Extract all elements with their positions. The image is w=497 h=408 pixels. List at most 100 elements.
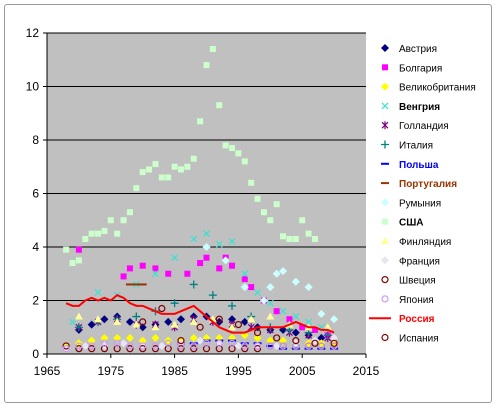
legend: Австрия Болгария Великобритания Венгрия Голл… bbox=[369, 44, 476, 345]
data-point bbox=[139, 318, 147, 326]
data-point bbox=[107, 217, 114, 224]
data-point bbox=[311, 235, 318, 242]
data-point bbox=[176, 315, 185, 324]
data-point bbox=[279, 267, 288, 276]
data-point bbox=[75, 342, 83, 350]
data-point bbox=[138, 336, 147, 345]
data-point bbox=[126, 209, 133, 216]
y-tick-label: 0 bbox=[32, 347, 39, 361]
data-point bbox=[151, 323, 160, 331]
data-point bbox=[190, 345, 198, 353]
legend-label: Польша bbox=[399, 160, 439, 171]
data-point bbox=[241, 276, 248, 283]
data-point bbox=[139, 262, 146, 269]
data-point bbox=[279, 342, 287, 350]
data-point bbox=[190, 342, 198, 350]
legend-label: Испания bbox=[399, 334, 439, 345]
data-point bbox=[209, 46, 216, 53]
data-point bbox=[125, 317, 134, 326]
data-point bbox=[216, 102, 223, 109]
data-point bbox=[240, 317, 249, 326]
data-point bbox=[330, 333, 339, 342]
data-point bbox=[279, 307, 287, 315]
data-point bbox=[190, 155, 197, 162]
data-point bbox=[241, 270, 249, 278]
data-point bbox=[120, 217, 127, 224]
legend-item: Франция bbox=[381, 256, 440, 267]
data-point bbox=[202, 345, 211, 353]
legend-swatch bbox=[381, 140, 389, 149]
data-point bbox=[203, 254, 210, 261]
data-point bbox=[228, 301, 237, 310]
data-point bbox=[286, 235, 293, 242]
data-point bbox=[62, 342, 70, 350]
data-point bbox=[292, 235, 299, 242]
data-point bbox=[286, 316, 293, 323]
data-point bbox=[253, 329, 262, 337]
data-point bbox=[216, 265, 223, 272]
data-point bbox=[151, 342, 160, 350]
legend-label: Россия bbox=[399, 314, 435, 325]
legend-swatch bbox=[382, 64, 388, 71]
data-point bbox=[317, 333, 326, 342]
data-point bbox=[240, 283, 249, 292]
data-point bbox=[184, 163, 191, 170]
data-point bbox=[139, 345, 147, 353]
data-point bbox=[292, 337, 300, 345]
data-point bbox=[164, 339, 172, 347]
data-point bbox=[170, 320, 179, 328]
data-point bbox=[133, 185, 140, 192]
data-point bbox=[241, 158, 248, 165]
data-point bbox=[152, 161, 159, 168]
data-point bbox=[273, 308, 280, 315]
series-14 bbox=[65, 293, 335, 334]
legend-item: Австрия bbox=[381, 44, 437, 55]
series-8 bbox=[202, 243, 339, 324]
data-point bbox=[215, 240, 223, 248]
data-point bbox=[254, 195, 261, 202]
data-point bbox=[197, 260, 204, 267]
data-point bbox=[165, 174, 172, 181]
data-point bbox=[228, 339, 236, 347]
legend-item: США bbox=[382, 218, 424, 229]
data-point bbox=[94, 315, 103, 323]
data-point bbox=[266, 336, 275, 345]
data-point bbox=[197, 118, 204, 125]
series-line bbox=[65, 293, 335, 334]
data-point bbox=[317, 342, 325, 350]
data-point bbox=[235, 150, 242, 157]
data-point bbox=[75, 246, 82, 253]
y-tick-label: 4 bbox=[32, 240, 39, 254]
legend-label: Финляндия bbox=[399, 237, 451, 248]
data-point bbox=[228, 345, 236, 353]
data-point bbox=[215, 315, 223, 323]
data-point bbox=[228, 323, 237, 331]
data-point bbox=[330, 339, 338, 347]
legend-item: Финляндия bbox=[381, 237, 451, 248]
legend-item: Япония bbox=[381, 295, 434, 306]
data-point bbox=[272, 341, 281, 350]
data-point bbox=[126, 345, 134, 353]
legend-swatch bbox=[381, 295, 389, 303]
data-point bbox=[119, 339, 128, 348]
series-3 bbox=[69, 230, 325, 331]
data-point bbox=[189, 333, 198, 342]
data-point bbox=[138, 323, 147, 332]
data-point bbox=[189, 317, 198, 325]
x-tick-label: 1965 bbox=[34, 364, 61, 378]
data-point bbox=[184, 270, 191, 277]
x-tick-label: 1985 bbox=[161, 364, 188, 378]
data-point bbox=[215, 339, 223, 347]
data-point bbox=[157, 341, 166, 350]
data-point bbox=[126, 265, 133, 272]
data-point bbox=[196, 336, 205, 345]
data-point bbox=[203, 230, 210, 238]
data-point bbox=[253, 333, 262, 342]
data-point bbox=[304, 283, 313, 292]
data-point bbox=[132, 320, 141, 328]
data-point bbox=[100, 339, 109, 347]
legend-label: США bbox=[399, 218, 424, 229]
data-point bbox=[304, 342, 313, 350]
x-tick-label: 2015 bbox=[353, 364, 380, 378]
x-tick-label: 1995 bbox=[225, 364, 252, 378]
